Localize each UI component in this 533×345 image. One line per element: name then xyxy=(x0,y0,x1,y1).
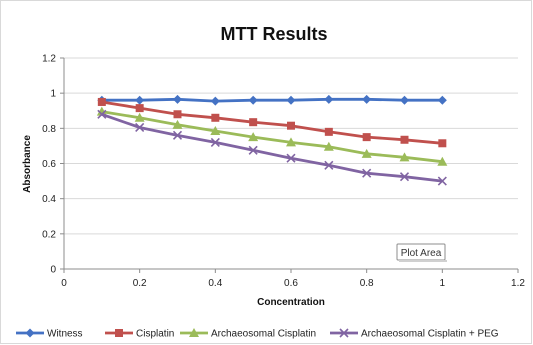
point-2-2 xyxy=(172,119,183,129)
point-0-3 xyxy=(210,96,220,106)
x-tick-label-5: 1 xyxy=(440,278,446,289)
series-line-1 xyxy=(101,100,443,145)
x-tick-label-1: 0.2 xyxy=(133,278,147,289)
series-layer xyxy=(96,94,448,186)
x-tick-label-4: 0.8 xyxy=(360,278,374,289)
point-1-2 xyxy=(173,110,182,119)
point-0-7 xyxy=(362,94,372,104)
point-0-5 xyxy=(286,95,296,105)
point-0-9 xyxy=(437,95,447,105)
x-axis-label: Concentration xyxy=(257,297,325,308)
point-2-6 xyxy=(323,141,334,151)
legend-marker-0 xyxy=(25,328,35,338)
x-tick-label-2: 0.4 xyxy=(208,278,222,289)
legend-label-3: Archaeosomal Cisplatin + PEG xyxy=(361,329,499,340)
legend-label-2: Archaeosomal Cisplatin xyxy=(211,329,316,340)
point-3-6 xyxy=(324,160,334,170)
series-line-2 xyxy=(101,110,443,164)
point-2-9 xyxy=(437,156,448,166)
legend-label-0: Witness xyxy=(47,329,83,340)
x-tick-label-6: 1.2 xyxy=(511,278,525,289)
point-3-3 xyxy=(210,137,220,147)
legend-item-1: Cisplatin xyxy=(105,329,174,340)
y-tick-label-6: 1.2 xyxy=(42,54,56,65)
legend-item-0: Witness xyxy=(16,328,83,340)
legend-item-2: Archaeosomal Cisplatin xyxy=(180,328,316,340)
point-3-0 xyxy=(97,109,107,119)
x-tick-labels: 0 0.2 0.4 0.6 0.8 1 1.2 xyxy=(61,278,525,289)
series-line-0 xyxy=(101,97,443,103)
point-0-6 xyxy=(324,94,334,104)
gridlines xyxy=(64,57,518,235)
plot-area-tooltip: Plot Area xyxy=(396,243,447,262)
axes xyxy=(60,57,519,273)
point-0-1 xyxy=(135,95,145,105)
y-axis-label: Absorbance xyxy=(22,135,33,193)
y-tick-label-3: 0.6 xyxy=(42,159,56,170)
point-3-4 xyxy=(248,145,258,155)
point-3-9 xyxy=(437,176,447,186)
x-tick-label-0: 0 xyxy=(61,278,67,289)
legend-marker-3 xyxy=(339,328,349,338)
point-2-4 xyxy=(248,132,259,142)
series-0 xyxy=(97,94,447,106)
point-3-2 xyxy=(172,130,183,140)
legend-label-1: Cisplatin xyxy=(136,329,174,340)
point-1-9 xyxy=(438,139,447,148)
series-line-3 xyxy=(101,112,443,183)
y-tick-label-5: 1 xyxy=(50,89,56,100)
y-tick-label-0: 0 xyxy=(50,265,56,276)
point-3-1 xyxy=(135,122,145,133)
y-tick-label-4: 0.8 xyxy=(42,124,56,135)
y-tick-labels: 0 0.2 0.4 0.6 0.8 1 1.2 xyxy=(42,54,56,276)
point-2-0 xyxy=(96,106,107,116)
point-1-3 xyxy=(211,113,220,122)
point-0-4 xyxy=(248,95,258,105)
legend-marker-2 xyxy=(189,328,199,337)
point-3-5 xyxy=(286,153,296,163)
series-2 xyxy=(96,106,448,166)
point-2-5 xyxy=(286,137,296,147)
x-tick-label-3: 0.6 xyxy=(284,278,298,289)
point-1-6 xyxy=(324,127,333,136)
point-1-5 xyxy=(287,121,295,130)
point-0-8 xyxy=(400,95,409,105)
chart-title: MTT Results xyxy=(220,24,327,44)
series-1 xyxy=(97,97,447,148)
legend: Witness Cisplatin Archaeosomal Cisplatin Ar… xyxy=(16,328,499,340)
point-1-7 xyxy=(362,133,371,142)
point-1-1 xyxy=(135,104,144,113)
point-0-2 xyxy=(173,94,182,104)
point-1-8 xyxy=(400,135,409,144)
y-tick-label-1: 0.2 xyxy=(42,229,56,240)
point-3-7 xyxy=(362,168,372,178)
point-2-3 xyxy=(210,125,221,135)
tooltip-label: Plot Area xyxy=(401,248,442,259)
point-1-4 xyxy=(249,118,258,127)
y-tick-label-2: 0.4 xyxy=(42,194,56,205)
legend-item-3: Archaeosomal Cisplatin + PEG xyxy=(330,328,499,340)
series-3 xyxy=(97,109,447,186)
point-1-0 xyxy=(97,97,106,106)
point-2-7 xyxy=(361,148,372,158)
legend-marker-1 xyxy=(115,329,123,337)
point-2-1 xyxy=(134,112,145,122)
point-3-8 xyxy=(399,172,410,182)
point-2-8 xyxy=(399,152,410,162)
